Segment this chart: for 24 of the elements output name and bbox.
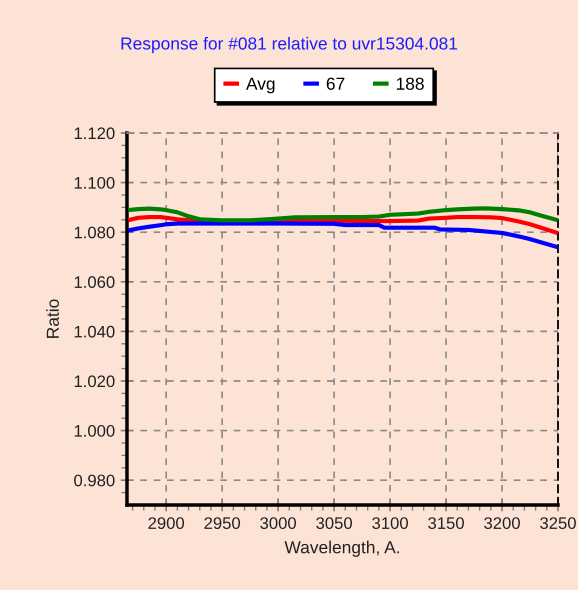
- y-tick-label: 1.060: [74, 276, 115, 288]
- y-tick-label: 1.100: [74, 176, 115, 189]
- x-tick-label: 2900: [148, 517, 184, 530]
- x-axis-title: Wavelength, A.: [284, 540, 399, 557]
- y-tick-label: 1.120: [74, 127, 115, 140]
- y-tick-label: 1.020: [74, 375, 115, 388]
- legend-label: 188: [396, 78, 424, 90]
- chart-title: Response for #081 relative to uvr15304.081: [122, 36, 458, 54]
- y-tick-label: 1.040: [74, 326, 115, 338]
- y-tick-label: 1.000: [74, 424, 115, 437]
- line-series: [126, 221, 558, 250]
- x-tick-label: 3050: [316, 517, 352, 530]
- y-axis-title: Ratio: [46, 299, 59, 338]
- legend-label: Avg: [246, 78, 274, 94]
- x-tick-label: 3150: [428, 517, 464, 530]
- y-tick-label: 0.980: [74, 474, 115, 486]
- x-tick-label: 2950: [204, 517, 240, 530]
- x-tick-label: 3000: [260, 517, 296, 530]
- x-tick-label: 3100: [372, 517, 408, 530]
- x-tick-label: 3200: [484, 517, 520, 530]
- legend-label: 67: [326, 78, 344, 90]
- line-series: [126, 206, 558, 222]
- x-tick-label: 3250: [540, 517, 576, 530]
- y-tick-label: 1.080: [74, 226, 115, 238]
